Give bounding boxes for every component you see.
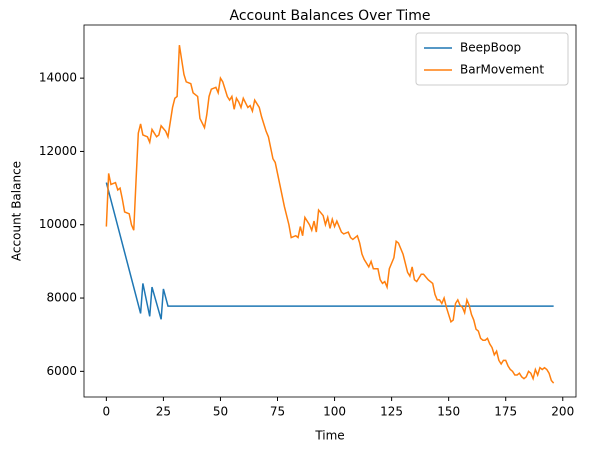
- series-line: [105, 182, 554, 320]
- legend-box: [415, 32, 569, 86]
- y-tick-label: 14000: [39, 71, 77, 85]
- y-tick-label: 10000: [39, 217, 77, 231]
- y-axis-label: Account Balance: [10, 161, 24, 261]
- x-tick-label: 175: [494, 405, 517, 419]
- x-tick-label: 75: [270, 405, 285, 419]
- x-tick-label: 50: [213, 405, 228, 419]
- x-tick-label: 125: [380, 405, 403, 419]
- chart-title: Account Balances Over Time: [230, 8, 431, 24]
- x-tick-label: 150: [437, 405, 460, 419]
- x-axis-label: Time: [314, 429, 344, 443]
- y-tick-label: 8000: [46, 291, 77, 305]
- series-line: [105, 45, 555, 384]
- x-tick-label: 25: [156, 405, 171, 419]
- legend-label: BeepBoop: [460, 41, 521, 55]
- x-tick-label: 0: [103, 405, 111, 419]
- y-tick-label: 12000: [39, 144, 77, 158]
- x-tick-label: 200: [551, 405, 574, 419]
- legend-label: BarMovement: [460, 63, 544, 77]
- plot-frame: [83, 24, 577, 398]
- x-tick-label: 100: [323, 405, 346, 419]
- y-tick-label: 6000: [46, 364, 77, 378]
